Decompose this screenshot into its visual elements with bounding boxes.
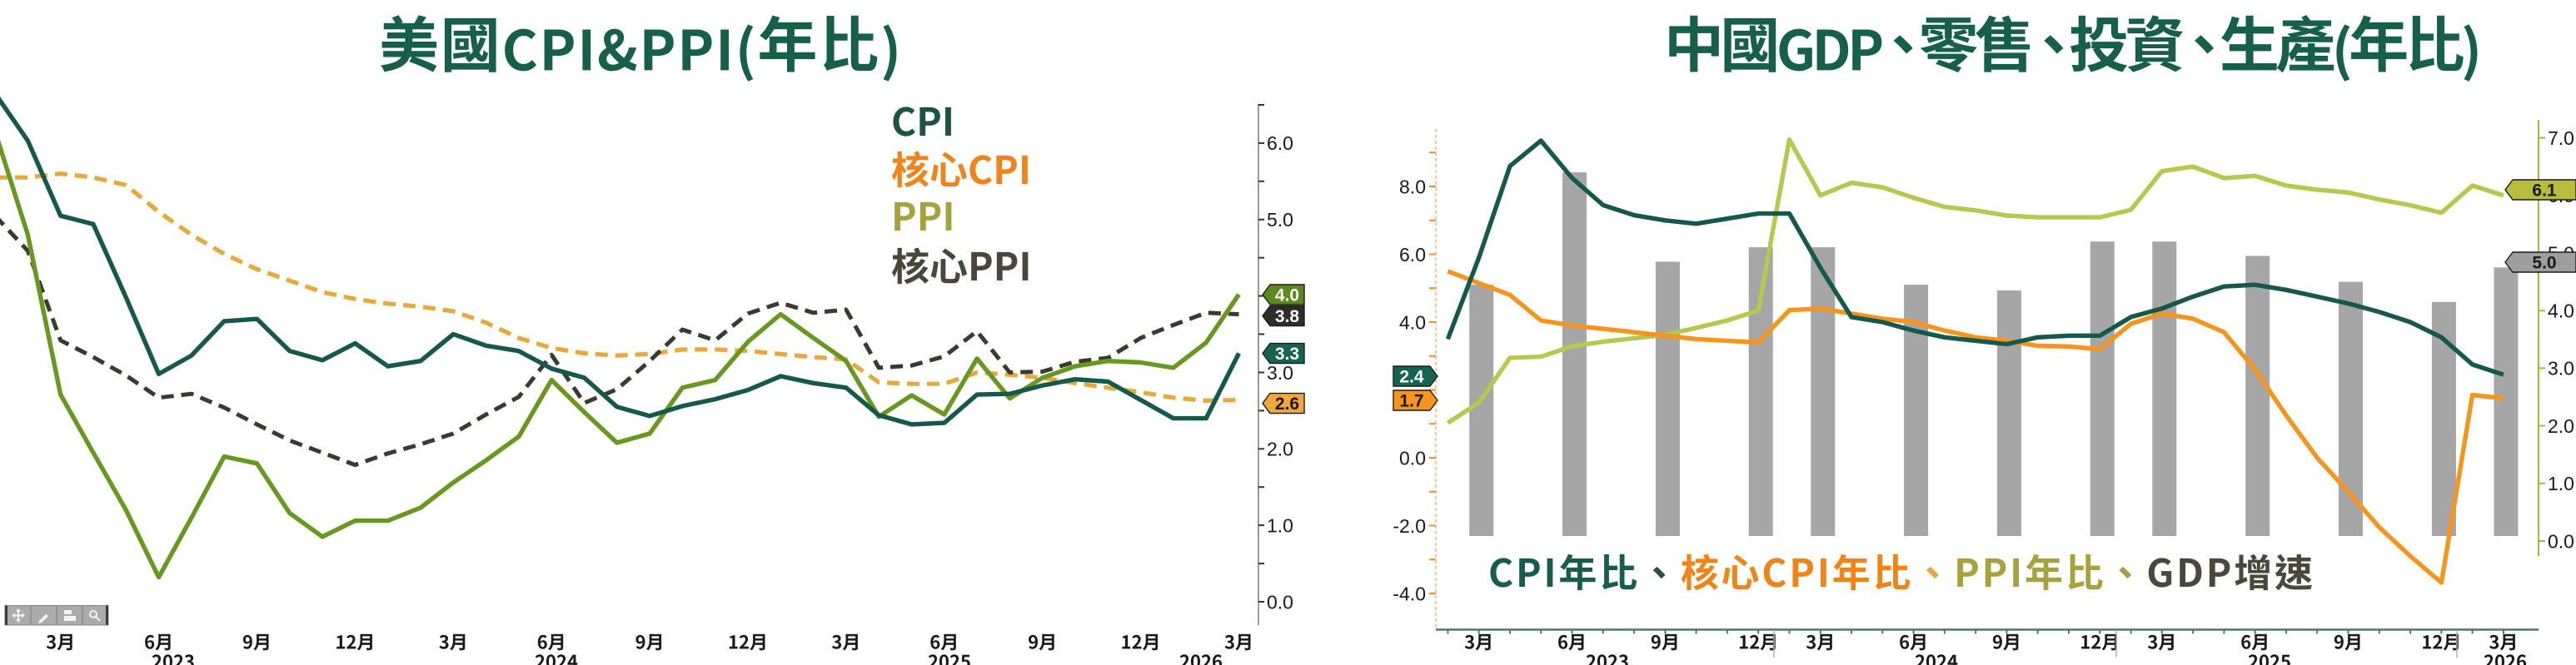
svg-text:1.0: 1.0 <box>2548 473 2574 494</box>
svg-text:1.7: 1.7 <box>1399 392 1423 411</box>
svg-text:0.0: 0.0 <box>1267 591 1293 613</box>
svg-text:1.0: 1.0 <box>1267 514 1293 536</box>
svg-text:6.1: 6.1 <box>2532 181 2557 201</box>
svg-text:2.0: 2.0 <box>1267 439 1293 460</box>
svg-text:4.0: 4.0 <box>2548 300 2574 321</box>
svg-text:4.0: 4.0 <box>1275 286 1299 305</box>
svg-text:3.0: 3.0 <box>2548 358 2574 380</box>
svg-text:-2.0: -2.0 <box>1393 515 1426 537</box>
svg-text:3.3: 3.3 <box>1275 345 1299 364</box>
svg-text:3.8: 3.8 <box>1275 307 1300 326</box>
svg-text:4.0: 4.0 <box>1399 311 1426 333</box>
svg-text:3.0: 3.0 <box>1267 362 1293 384</box>
svg-text:2.6: 2.6 <box>1275 395 1299 414</box>
svg-text:2.4: 2.4 <box>1399 368 1424 387</box>
svg-text:5.0: 5.0 <box>1267 209 1293 231</box>
svg-text:6.0: 6.0 <box>1267 132 1293 154</box>
svg-text:7.0: 7.0 <box>2548 127 2574 149</box>
svg-text:6.0: 6.0 <box>1399 244 1426 266</box>
svg-text:0.0: 0.0 <box>2548 530 2574 552</box>
svg-text:-4.0: -4.0 <box>1393 583 1426 604</box>
svg-text:8.0: 8.0 <box>1399 176 1426 197</box>
svg-text:0.0: 0.0 <box>1399 447 1426 469</box>
svg-text:2.0: 2.0 <box>2548 415 2574 437</box>
svg-text:5.0: 5.0 <box>2532 254 2556 273</box>
